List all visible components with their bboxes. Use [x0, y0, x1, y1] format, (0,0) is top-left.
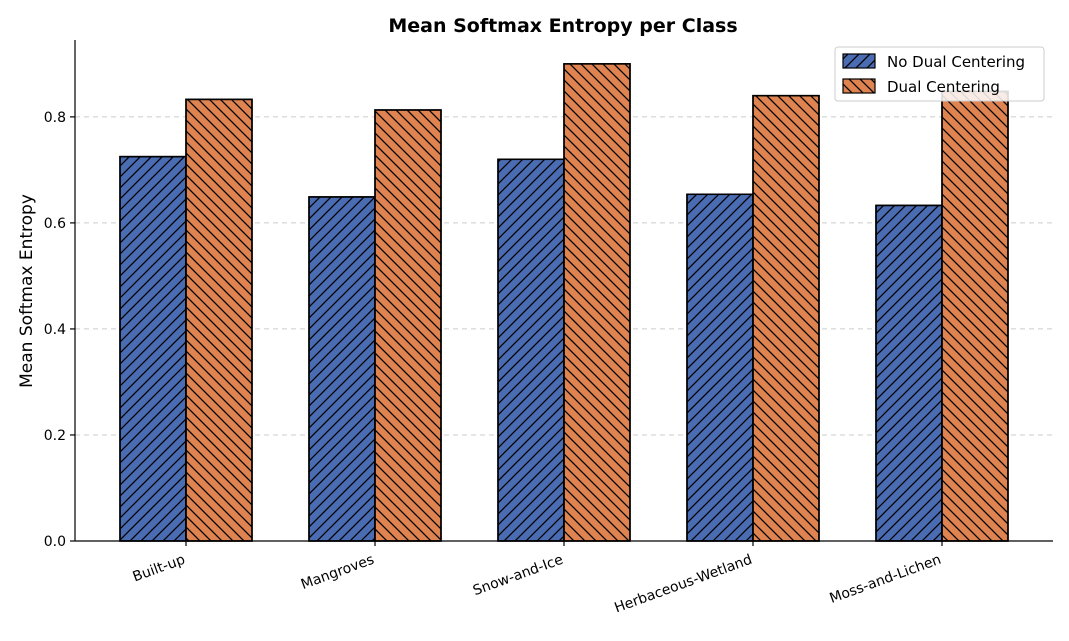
bar-hatch-dual-centering-moss-and-lichen — [941, 90, 1009, 542]
y-tick-label: 0.0 — [44, 534, 66, 550]
y-tick-label: 0.8 — [44, 110, 66, 126]
x-tick-label: Mangroves — [299, 552, 376, 593]
legend-label-series-1: No Dual Centering — [887, 53, 1025, 71]
bar-hatch-no-dual-centering-built-up — [119, 155, 187, 542]
bar-hatch-no-dual-centering-mangroves — [308, 196, 376, 542]
x-tick-label: Snow-and-Ice — [471, 552, 565, 599]
x-tick-label: Moss-and-Lichen — [828, 552, 944, 607]
bar-hatch-no-dual-centering-herbaceous-wetland — [686, 193, 754, 542]
y-ticks: 0.0 0.2 0.4 0.6 0.8 — [44, 110, 75, 550]
y-tick-label: 0.2 — [44, 428, 66, 444]
bar-hatch-dual-centering-snow-and-ice — [563, 63, 631, 542]
x-tick-label: Herbaceous-Wetland — [612, 552, 754, 617]
bar-hatch-no-dual-centering-snow-and-ice — [497, 158, 565, 542]
legend-frame — [834, 46, 1045, 102]
bars — [119, 63, 1009, 542]
chart-title: Mean Softmax Entropy per Class — [388, 15, 737, 37]
y-tick-label: 0.6 — [44, 216, 66, 232]
bar-hatch-dual-centering-mangroves — [374, 109, 442, 542]
bar-hatch-dual-centering-built-up — [185, 98, 253, 542]
legend-swatch-series-2-hatch — [843, 79, 875, 93]
legend-label-series-2: Dual Centering — [887, 78, 1000, 96]
bar-hatch-no-dual-centering-moss-and-lichen — [875, 204, 943, 542]
x-tick-label: Built-up — [131, 552, 188, 586]
y-tick-label: 0.4 — [44, 322, 66, 338]
bar-hatch-dual-centering-herbaceous-wetland — [752, 94, 820, 542]
legend: No Dual Centering Dual Centering — [834, 46, 1045, 102]
y-axis-title: Mean Softmax Entropy — [17, 194, 37, 388]
legend-swatch-series-1-hatch — [843, 54, 875, 68]
x-ticks: Built-up Mangroves Snow-and-Ice Herbaceous-… — [131, 541, 944, 617]
